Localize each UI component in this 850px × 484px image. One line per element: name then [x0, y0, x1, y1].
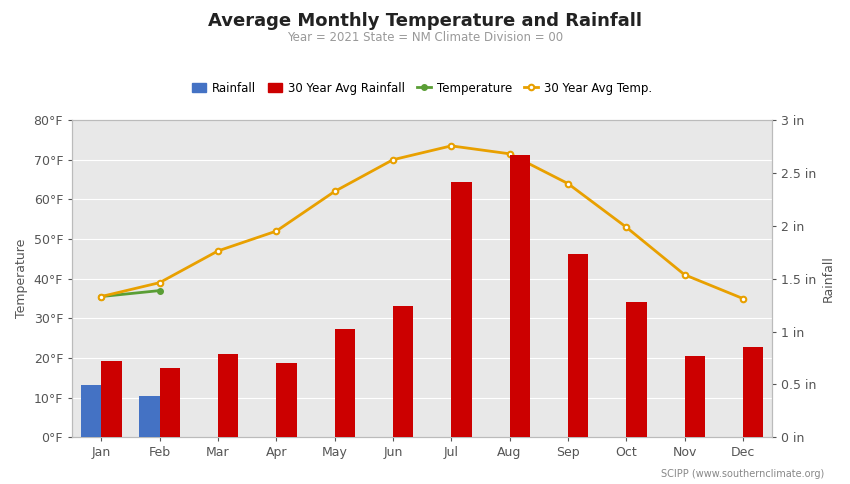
Bar: [393, 306, 413, 437]
Bar: [139, 396, 160, 437]
Bar: [684, 356, 705, 437]
Legend: Rainfall, 30 Year Avg Rainfall, Temperature, 30 Year Avg Temp.: Rainfall, 30 Year Avg Rainfall, Temperat…: [187, 77, 657, 99]
Bar: [276, 363, 297, 437]
Y-axis label: Temperature: Temperature: [15, 239, 28, 318]
Text: SCIPP (www.southernclimate.org): SCIPP (www.southernclimate.org): [661, 469, 824, 479]
Bar: [101, 361, 122, 437]
Bar: [81, 385, 101, 437]
Text: Year = 2021 State = NM Climate Division = 00: Year = 2021 State = NM Climate Division …: [287, 31, 563, 45]
Bar: [335, 330, 355, 437]
Bar: [743, 348, 763, 437]
Bar: [509, 155, 530, 437]
Bar: [626, 302, 647, 437]
Bar: [568, 255, 588, 437]
Text: Average Monthly Temperature and Rainfall: Average Monthly Temperature and Rainfall: [208, 12, 642, 30]
Y-axis label: Rainfall: Rainfall: [822, 255, 835, 302]
Bar: [160, 367, 180, 437]
Bar: [451, 182, 472, 437]
Bar: [218, 354, 238, 437]
